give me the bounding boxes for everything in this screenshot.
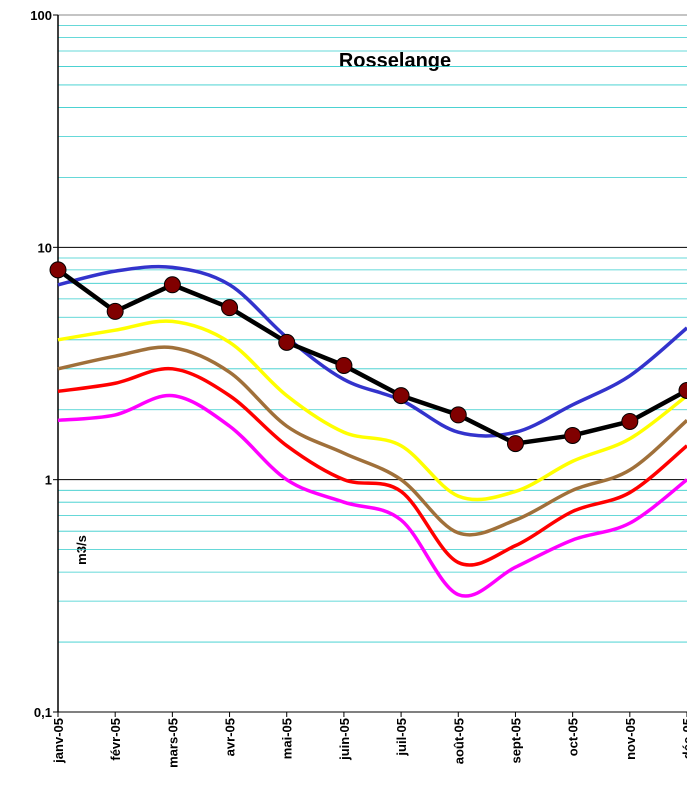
x-tick-label: août-05	[451, 718, 466, 764]
series-line	[57, 319, 687, 502]
data-point	[163, 276, 181, 294]
x-tick-label: sept-05	[508, 718, 523, 764]
data-point	[621, 412, 639, 430]
x-tick-label: janv-05	[51, 718, 66, 764]
data-point	[392, 387, 410, 405]
data-point	[506, 435, 524, 453]
data-point	[106, 302, 124, 320]
x-tick-label: févr-05	[108, 718, 123, 761]
x-tick-label: juil-05	[394, 718, 409, 757]
y-tick-label: 10	[38, 240, 52, 255]
data-point	[449, 406, 467, 424]
data-point	[278, 333, 296, 351]
y-tick-label: 1	[45, 473, 52, 488]
data-point	[564, 426, 582, 444]
data-point	[49, 261, 67, 279]
y-tick-label: 100	[30, 8, 52, 23]
x-tick-label: déc-05	[680, 718, 687, 759]
x-tick-label: avr-05	[223, 718, 238, 756]
x-tick-label: mars-05	[165, 718, 180, 768]
series-line	[56, 268, 687, 446]
x-tick-label: mai-05	[280, 718, 295, 759]
series-line	[57, 366, 687, 567]
data-point	[678, 381, 687, 399]
chart-title: Rosselange	[339, 50, 451, 72]
data-point	[221, 299, 239, 317]
series-line	[57, 264, 687, 438]
y-tick-label: 0,1	[34, 705, 52, 720]
x-tick-label: juin-05	[337, 718, 352, 761]
data-point	[335, 357, 353, 375]
series-line	[57, 345, 687, 537]
x-tick-label: nov-05	[623, 718, 638, 760]
series-line	[57, 393, 687, 598]
x-tick-label: oct-05	[566, 718, 581, 756]
